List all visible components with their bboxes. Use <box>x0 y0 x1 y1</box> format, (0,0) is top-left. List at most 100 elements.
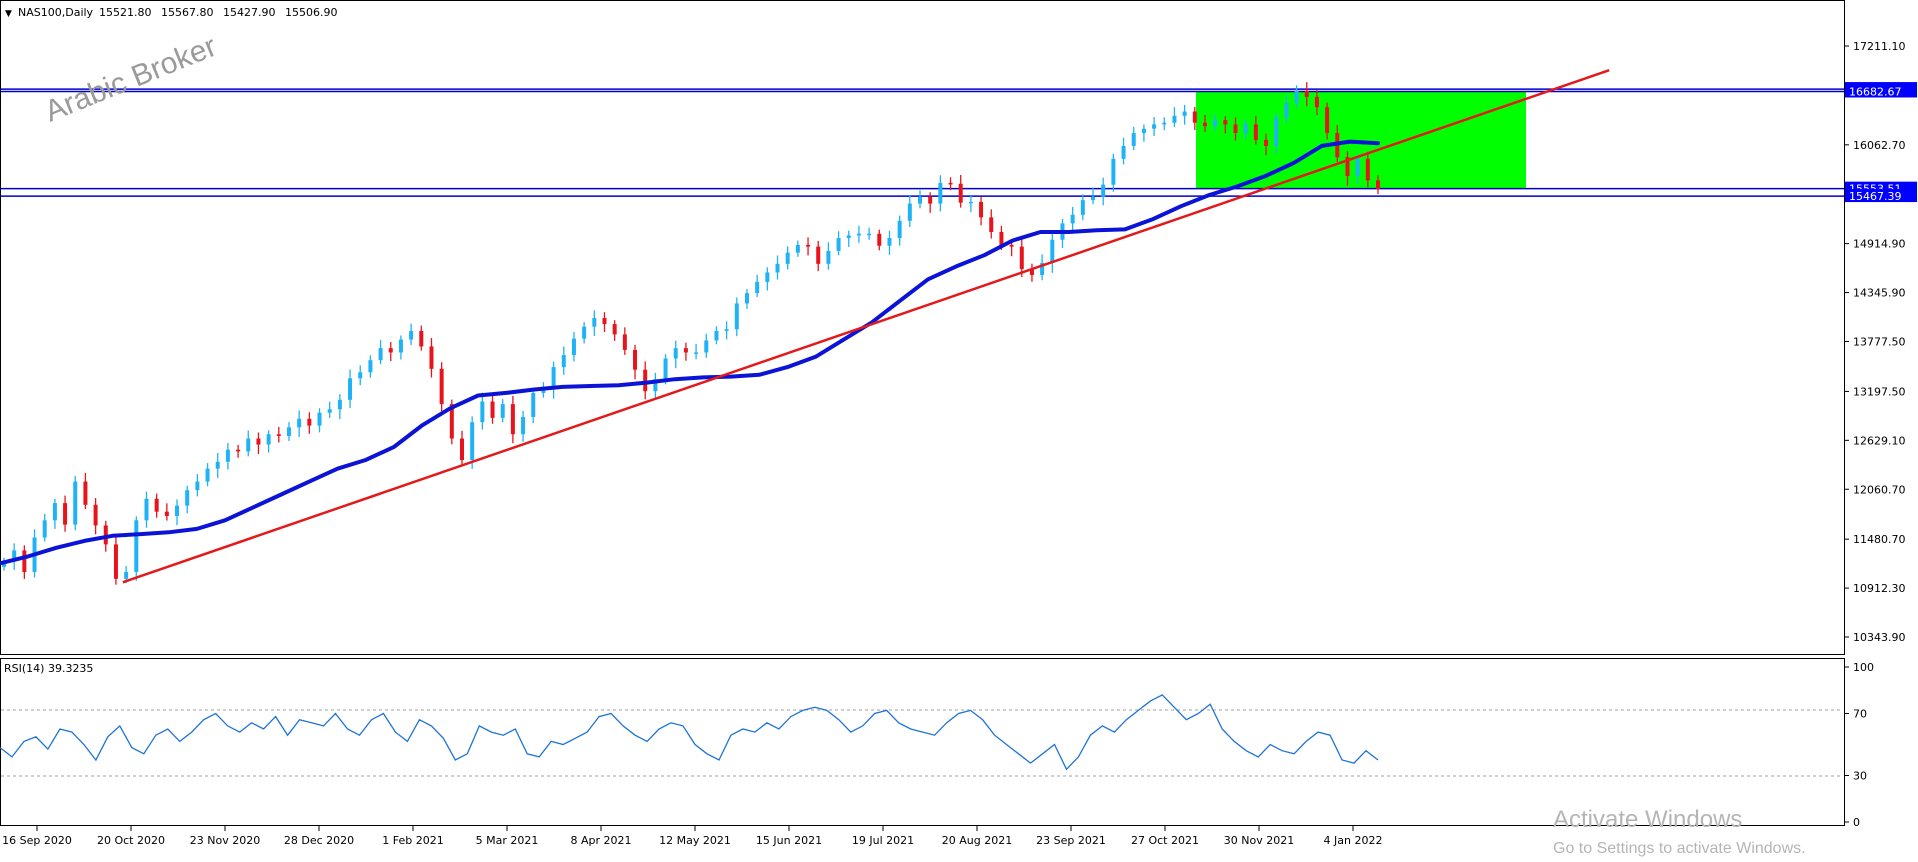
svg-text:15467.39: 15467.39 <box>1849 190 1902 203</box>
candle <box>348 369 353 409</box>
price-tick-label: 10912.30 <box>1853 582 1906 595</box>
candle <box>358 365 363 386</box>
level-tag-1: 16682.67 <box>1845 84 1917 98</box>
candle <box>1182 104 1187 125</box>
time-tick-label: 15 Jun 2021 <box>756 834 822 847</box>
candle <box>1264 133 1269 156</box>
candle <box>867 227 872 240</box>
candle <box>1284 95 1289 124</box>
candle <box>22 545 27 579</box>
candle <box>1192 106 1197 131</box>
price-tick-label: 14914.90 <box>1853 238 1906 251</box>
candle <box>755 274 760 298</box>
candle <box>877 229 882 251</box>
price-tick-label: 12060.70 <box>1853 483 1906 496</box>
candle <box>63 495 68 532</box>
candle <box>205 463 210 487</box>
candle <box>856 225 861 243</box>
candle <box>928 192 933 213</box>
price-tick-label: 17211.10 <box>1853 40 1906 53</box>
candle <box>836 231 841 256</box>
candle <box>989 209 994 239</box>
candle <box>1243 119 1248 140</box>
candle <box>164 503 169 521</box>
candle <box>775 255 780 280</box>
candle <box>1070 207 1075 231</box>
candle <box>622 327 627 355</box>
candle <box>307 412 312 434</box>
candle <box>1223 116 1228 134</box>
candle <box>1253 116 1258 145</box>
candle <box>561 346 566 375</box>
header-triangle[interactable]: ▼ <box>5 9 12 19</box>
candle <box>846 230 851 247</box>
candle <box>643 361 648 400</box>
candle <box>256 432 261 455</box>
time-tick-label: 16 Sep 2020 <box>2 834 72 847</box>
ohlc-high: 15567.80 <box>161 6 214 19</box>
time-tick-label: 12 May 2021 <box>659 834 731 847</box>
candle <box>602 312 607 332</box>
candle <box>297 410 302 437</box>
candle <box>388 342 393 361</box>
moving-average-line <box>0 139 1380 566</box>
price-tick-label: 13197.50 <box>1853 385 1906 398</box>
candle <box>694 343 699 360</box>
candle <box>734 297 739 337</box>
candle <box>551 361 556 399</box>
candle <box>521 410 526 442</box>
candle <box>1294 85 1299 108</box>
activate-windows-sub: Go to Settings to activate Windows. <box>1553 840 1806 857</box>
ohlc-open: 15521.80 <box>99 6 152 19</box>
candle <box>480 392 485 430</box>
time-tick-label: 8 Apr 2021 <box>570 834 631 847</box>
candle <box>826 242 831 270</box>
candle <box>144 491 149 528</box>
time-tick-label: 27 Oct 2021 <box>1131 834 1199 847</box>
candle <box>1345 151 1350 186</box>
candle <box>154 493 159 518</box>
candle <box>42 514 47 542</box>
candle <box>1213 114 1218 131</box>
candle <box>1314 90 1319 116</box>
candle <box>1040 254 1045 281</box>
candle <box>795 240 800 257</box>
candle <box>439 362 444 412</box>
candle <box>93 498 98 535</box>
time-tick-label: 30 Nov 2021 <box>1224 834 1294 847</box>
candle <box>1009 240 1014 257</box>
rsi-tick-label: 30 <box>1853 770 1867 783</box>
candle <box>429 337 434 378</box>
candle <box>1365 151 1370 187</box>
candle <box>134 516 139 581</box>
candle <box>470 416 475 469</box>
price-tick-label: 12629.10 <box>1853 434 1906 447</box>
candle <box>378 340 383 365</box>
candle <box>73 476 78 531</box>
candle <box>1355 154 1360 185</box>
candle <box>317 408 322 433</box>
candle <box>113 536 118 585</box>
time-tick-label: 28 Dec 2020 <box>284 834 354 847</box>
candle <box>368 355 373 378</box>
candle <box>327 401 332 418</box>
candle <box>907 195 912 227</box>
time-tick-label: 20 Aug 2021 <box>942 834 1012 847</box>
price-tick-label: 10343.90 <box>1853 631 1906 644</box>
candle <box>1202 114 1207 133</box>
candle <box>887 230 892 255</box>
time-tick-label: 5 Mar 2021 <box>476 834 539 847</box>
candle <box>286 422 291 442</box>
candle <box>1304 82 1309 107</box>
rsi-tick-label: 70 <box>1853 708 1867 721</box>
candle <box>938 175 943 212</box>
candle <box>185 485 190 514</box>
candle <box>195 473 200 497</box>
time-axis: 16 Sep 2020 20 Oct 2020 23 Nov 2020 28 Dec … <box>2 826 1382 847</box>
activate-windows-title: Activate Windows <box>1553 806 1742 833</box>
horizontal-levels <box>1 88 1844 197</box>
candle <box>683 342 688 361</box>
time-tick-label: 20 Oct 2020 <box>97 834 165 847</box>
rsi-tick-label: 100 <box>1853 661 1874 674</box>
